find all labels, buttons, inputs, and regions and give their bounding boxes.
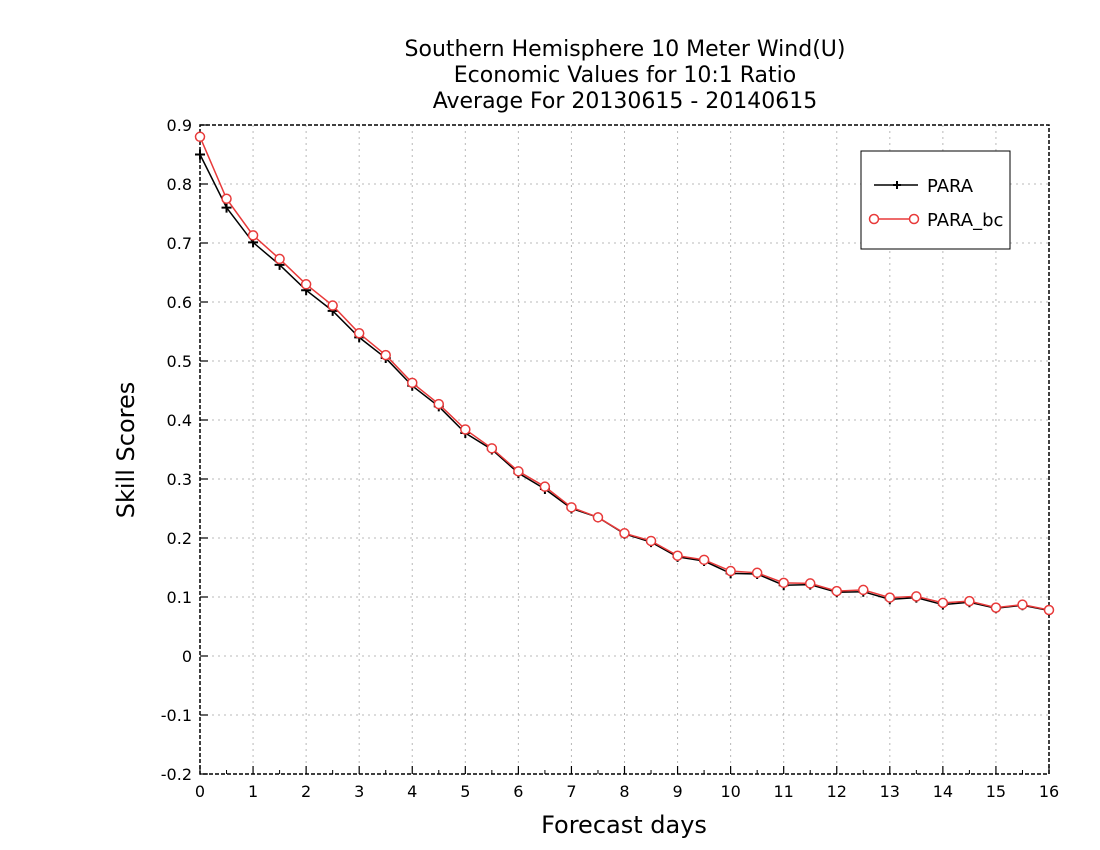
x-tick-label: 3 (354, 782, 364, 801)
x-tick-label: 13 (880, 782, 900, 801)
chart-title-line-3: Average For 20130615 - 20140615 (432, 89, 818, 114)
data-point (539, 481, 551, 492)
x-tick-label: 5 (460, 782, 470, 801)
x-tick-label: 6 (513, 782, 523, 801)
legend-marker-para-bc-right (908, 213, 920, 225)
legend-marker-para (893, 181, 901, 189)
axis-ticks: 0 1 2 3 4 5 6 7 8 9 10 11 12 13 14 15 16-0.2-0.100.10.20… (161, 116, 1059, 801)
data-point (592, 512, 604, 523)
legend-label-para-bc: PARA_bc (927, 210, 1003, 231)
y-tick-label: 0.8 (167, 175, 192, 194)
data-point (1017, 599, 1028, 610)
x-tick-label: 2 (301, 782, 311, 801)
data-point (911, 591, 922, 602)
x-tick-label: 15 (986, 782, 1006, 801)
data-point (672, 550, 683, 561)
y-tick-label: 0.4 (167, 411, 192, 430)
legend-box (860, 150, 1011, 250)
data-point (831, 585, 842, 597)
data-point (353, 328, 365, 339)
data-point (804, 578, 816, 589)
x-tick-label: 0 (195, 782, 205, 801)
data-point (221, 193, 232, 204)
grid (200, 125, 1049, 774)
data-point (725, 565, 736, 577)
chart-title-line-1: Southern Hemisphere 10 Meter Wind(U) (404, 37, 846, 62)
y-tick-label: 0.6 (167, 293, 192, 312)
data-point (884, 592, 896, 603)
data-point (460, 424, 471, 435)
y-tick-label: 0.5 (167, 352, 192, 371)
x-axis-label: Forecast days (541, 811, 707, 839)
data-point (380, 349, 391, 361)
y-tick-label: 0 (182, 647, 192, 666)
y-tick-label: 0.3 (167, 470, 192, 489)
data-point (407, 377, 418, 389)
data-point (566, 502, 577, 513)
y-axis-label: Skill Scores (112, 382, 140, 519)
y-tick-label: 0.9 (167, 116, 192, 135)
data-point (1043, 604, 1055, 616)
y-tick-label: -0.2 (161, 765, 192, 784)
legend: PARA PARA_bc (860, 150, 1011, 250)
y-tick-label: -0.1 (161, 706, 192, 725)
x-tick-label: 16 (1039, 782, 1059, 801)
data-point (937, 597, 949, 609)
data-point (195, 149, 205, 160)
y-tick-label: 0.7 (167, 234, 192, 253)
x-tick-label: 12 (827, 782, 847, 801)
data-point (300, 279, 312, 290)
data-point (858, 584, 869, 596)
x-tick-label: 8 (619, 782, 629, 801)
series-layer (194, 131, 1055, 616)
x-tick-label: 1 (248, 782, 258, 801)
data-point (327, 300, 338, 311)
data-point (698, 554, 710, 566)
data-point (247, 230, 259, 241)
x-tick-label: 7 (566, 782, 576, 801)
data-point (194, 131, 206, 143)
data-point (433, 398, 445, 410)
y-tick-label: 0.2 (167, 529, 192, 548)
data-point (221, 202, 232, 213)
legend-label-para: PARA (927, 176, 974, 197)
x-tick-label: 11 (774, 782, 794, 801)
x-tick-label: 9 (672, 782, 682, 801)
data-point (645, 535, 657, 547)
data-point (751, 567, 763, 579)
chart-title-line-2: Economic Values for 10:1 Ratio (453, 63, 797, 88)
x-tick-label: 14 (933, 782, 953, 801)
x-tick-label: 10 (720, 782, 740, 801)
data-point (964, 595, 975, 607)
x-tick-label: 4 (407, 782, 417, 801)
data-point (513, 466, 524, 477)
data-point (619, 528, 630, 539)
data-point (778, 577, 789, 589)
y-tick-label: 0.1 (167, 588, 192, 607)
legend-marker-para-bc-left (868, 213, 880, 225)
data-point (486, 443, 498, 454)
data-point (990, 602, 1002, 613)
data-point (274, 253, 285, 265)
series-para-bc (194, 131, 1055, 616)
